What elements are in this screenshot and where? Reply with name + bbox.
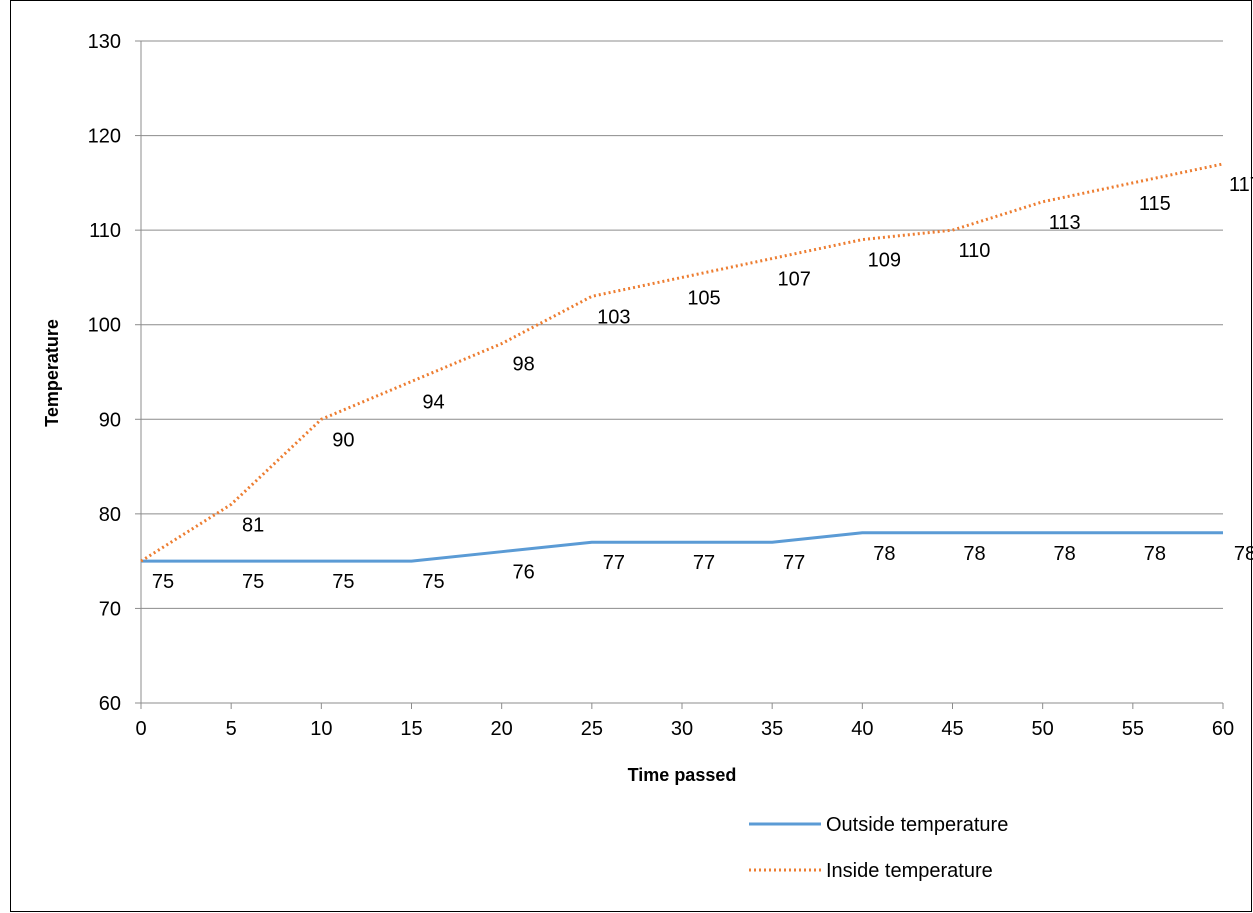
- y-axis-title: Temperature: [42, 319, 62, 427]
- x-tick-label: 55: [1122, 718, 1144, 740]
- y-tick-label: 120: [88, 126, 121, 148]
- data-label: 78: [963, 543, 985, 565]
- legend: Outside temperature Inside temperature: [749, 814, 1008, 882]
- series-lines: [140, 162, 1224, 563]
- legend-label-outside-temperature: Outside temperature: [826, 814, 1008, 836]
- y-tick-label: 80: [99, 504, 121, 526]
- data-label: 115: [1139, 193, 1171, 215]
- x-tick-label: 10: [310, 718, 332, 740]
- x-tick-label: 15: [400, 718, 422, 740]
- x-tick-label: 20: [491, 718, 513, 740]
- data-label: 75: [152, 571, 174, 593]
- data-label: 78: [1234, 543, 1253, 565]
- y-tick-label: 70: [99, 598, 121, 620]
- x-tick-label: 35: [761, 718, 783, 740]
- data-label: 78: [1144, 543, 1166, 565]
- data-label: 109: [868, 250, 901, 272]
- data-label: 94: [422, 391, 444, 413]
- data-label: 90: [332, 429, 354, 451]
- data-label: 117: [1229, 174, 1253, 196]
- data-label: 75: [332, 571, 354, 593]
- gridlines: [141, 40, 1223, 609]
- data-label: 78: [873, 543, 895, 565]
- data-label: 105: [687, 287, 720, 309]
- data-label: 103: [597, 306, 630, 328]
- x-tick-label: 5: [226, 718, 237, 740]
- data-label: 81: [242, 514, 264, 536]
- chart-frame: [10, 0, 1252, 912]
- y-tick-label: 100: [88, 315, 121, 337]
- data-label: 113: [1049, 212, 1081, 234]
- x-tick-label: 25: [581, 718, 603, 740]
- data-label: 98: [513, 354, 535, 376]
- y-tick-label: 130: [88, 31, 121, 53]
- data-label: 107: [777, 269, 810, 291]
- y-tick-label: 110: [89, 220, 121, 242]
- data-label: 77: [693, 552, 715, 574]
- data-label: 77: [783, 552, 805, 574]
- data-labels: 75 75 75 75 76 77 77 77 78 78 78 78 78 81 90 94 98 103 105…: [152, 174, 1253, 593]
- series-line-outside-temperature: [141, 531, 1223, 563]
- axes: 60 70 80 90 100 110 120 130 0 5 10 15 20 25 30 35 40 45 50…: [88, 31, 1235, 740]
- legend-label-inside-temperature: Inside temperature: [826, 860, 993, 882]
- data-label: 76: [513, 562, 535, 584]
- y-tick-label: 60: [99, 693, 121, 715]
- x-tick-label: 40: [851, 718, 873, 740]
- x-tick-label: 50: [1032, 718, 1054, 740]
- data-label: 75: [242, 571, 264, 593]
- data-label: 110: [959, 240, 991, 262]
- data-label: 77: [603, 552, 625, 574]
- x-tick-label: 60: [1212, 718, 1234, 740]
- data-label: 75: [422, 571, 444, 593]
- series-line-inside-temperature: [140, 162, 1224, 563]
- x-tick-label: 0: [135, 718, 146, 740]
- data-label: 78: [1054, 543, 1076, 565]
- x-axis-title: Time passed: [628, 765, 737, 785]
- y-tick-label: 90: [99, 409, 121, 431]
- x-tick-label: 45: [941, 718, 963, 740]
- x-tick-label: 30: [671, 718, 693, 740]
